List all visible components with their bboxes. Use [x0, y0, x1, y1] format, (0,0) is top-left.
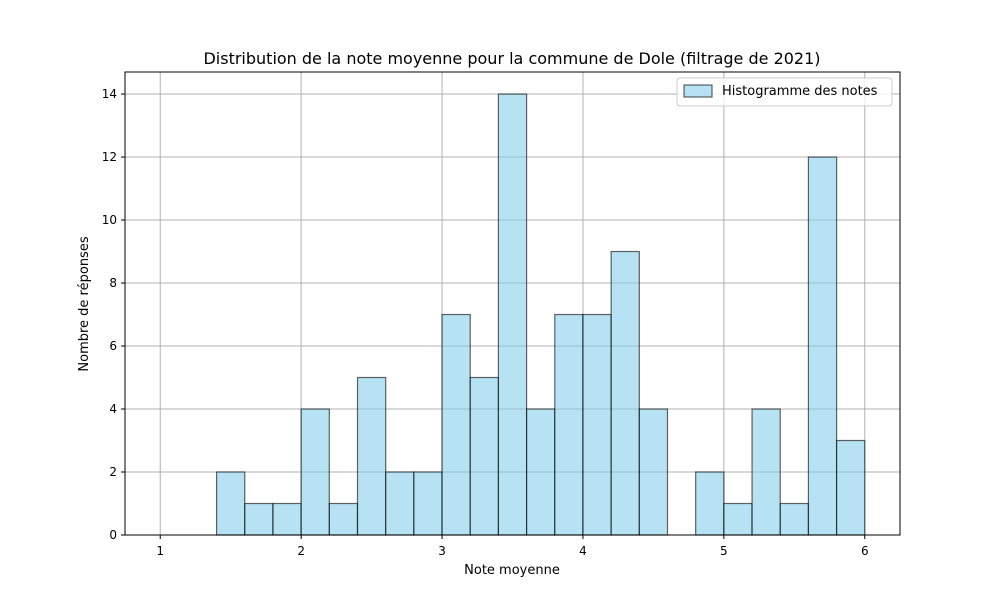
y-tick-label-8: 8: [109, 276, 117, 290]
y-tick-label-0: 0: [109, 528, 117, 542]
histogram-bars: [215, 93, 866, 536]
histogram-bar-6: [300, 408, 330, 536]
histogram-bar-12: [469, 376, 500, 536]
histogram-bar-16: [582, 313, 612, 536]
y-axis-label: Nombre de réponses: [77, 236, 92, 371]
histogram-bar-10: [413, 471, 443, 536]
histogram-bar-20: [695, 471, 725, 536]
histogram-bar-22: [751, 408, 781, 536]
x-tick-label-2: 2: [297, 544, 305, 558]
histogram-bar-25: [835, 439, 866, 536]
histogram-bar-4: [244, 502, 274, 536]
y-tick-label-14: 14: [102, 87, 117, 101]
x-tick-label-6: 6: [861, 544, 869, 558]
histogram-bar-9: [385, 471, 415, 536]
histogram-bar-21: [723, 502, 753, 536]
histogram-bar-3: [215, 471, 246, 536]
legend-box: [676, 77, 893, 107]
x-tick-label-5: 5: [720, 544, 728, 558]
x-tick-label-3: 3: [438, 544, 446, 558]
histogram-bar-8: [356, 376, 387, 536]
y-tick-label-6: 6: [109, 339, 117, 353]
histogram-bar-15: [554, 313, 584, 536]
x-tick-label-4: 4: [579, 544, 587, 558]
x-tick-label-1: 1: [156, 544, 164, 558]
histogram-bar-17: [610, 250, 640, 536]
histogram-bar-23: [779, 502, 810, 536]
y-tick-label-2: 2: [109, 465, 117, 479]
histogram-bar-5: [272, 502, 302, 536]
chart-title: Distribution de la note moyenne pour la …: [203, 49, 820, 68]
histogram-bar-18: [638, 408, 669, 536]
legend: Histogramme des notes: [676, 77, 893, 107]
histogram-bar-7: [328, 502, 359, 536]
axes-frame: [124, 71, 901, 536]
legend-label: Histogramme des notes: [722, 84, 878, 99]
y-tick-label-12: 12: [102, 150, 117, 164]
x-axis-label: Note moyenne: [464, 563, 560, 578]
histogram-bar-11: [441, 313, 471, 536]
axes-frame-rect: [124, 71, 901, 536]
y-tick-label-10: 10: [102, 213, 117, 227]
legend-swatch: [683, 84, 713, 98]
y-tick-label-4: 4: [109, 402, 117, 416]
histogram-bar-13: [497, 93, 528, 536]
histogram-bar-14: [525, 408, 556, 536]
histogram-bar-24: [807, 156, 838, 536]
